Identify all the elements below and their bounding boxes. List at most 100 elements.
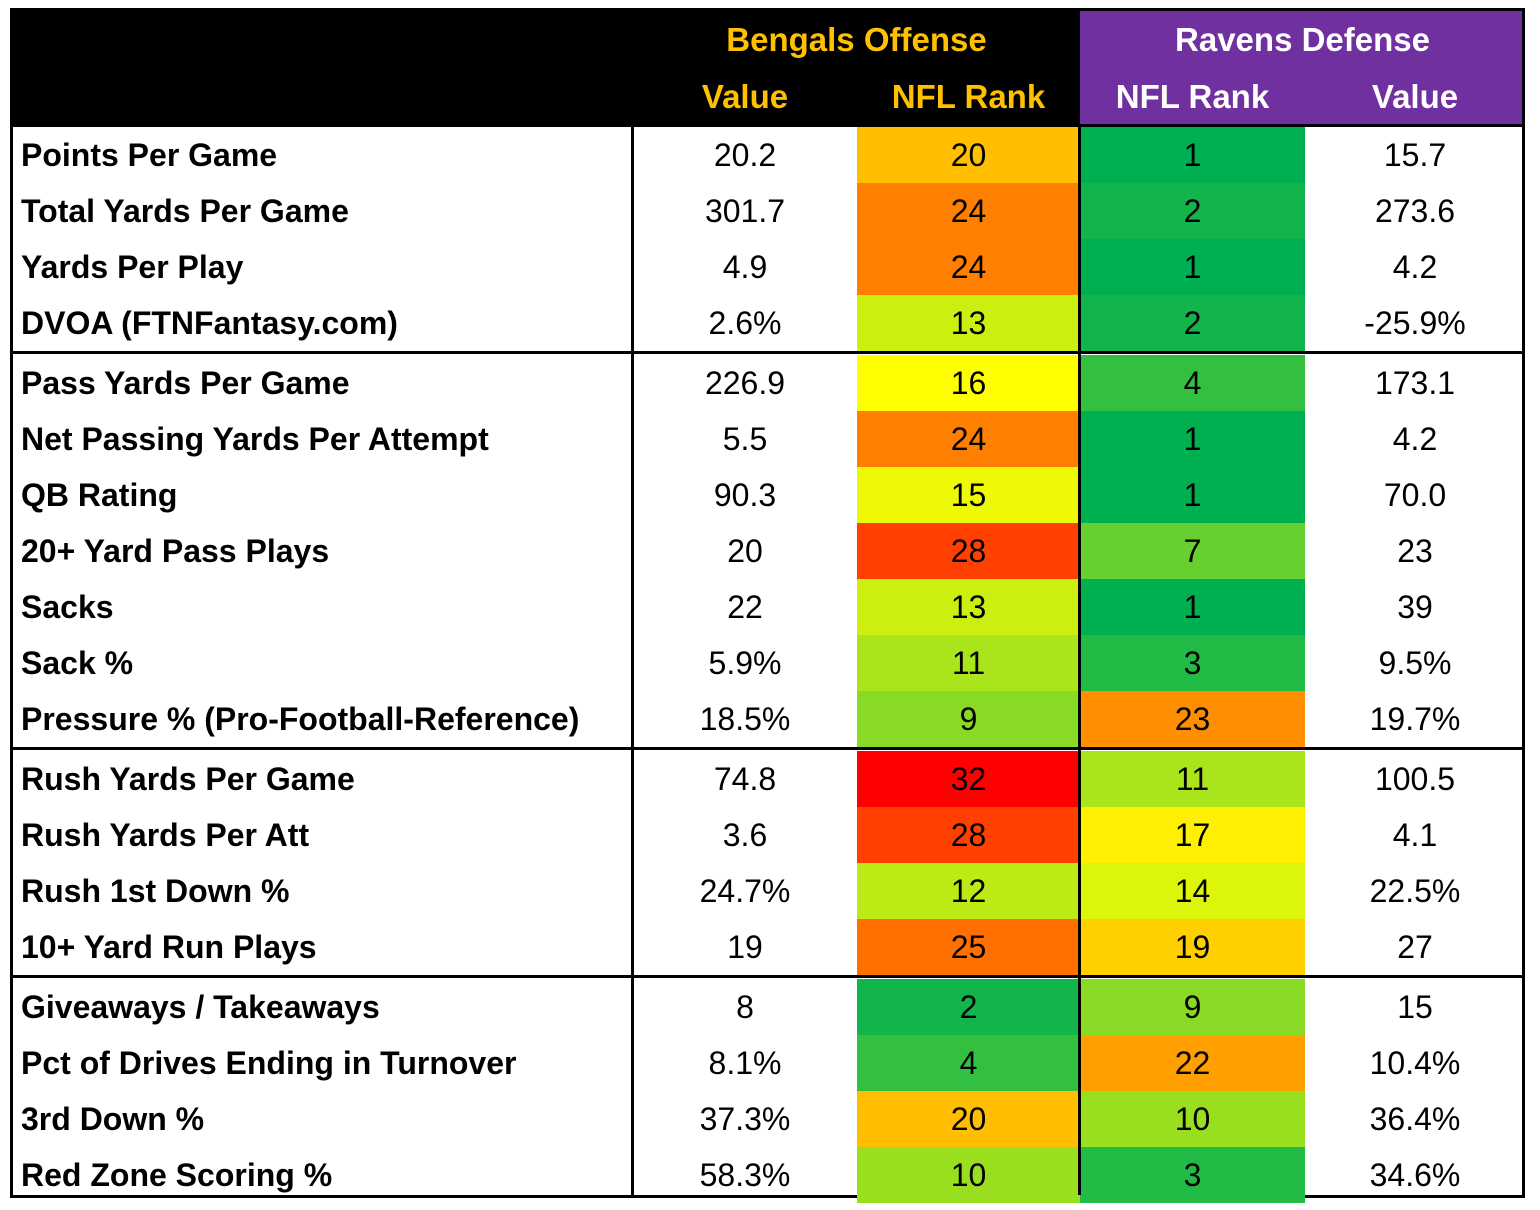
offense-value: 2.6%	[708, 304, 782, 341]
stat-label: Pass Yards Per Game	[21, 364, 350, 401]
defense-value: 173.1	[1374, 364, 1456, 401]
section-divider	[13, 747, 1522, 750]
defense-rank: 17	[1080, 807, 1305, 863]
defense-rank: 7	[1080, 523, 1305, 579]
defense-rank: 3	[1080, 1147, 1305, 1203]
offense-value: 19	[727, 928, 763, 965]
offense-value: 20.2	[713, 136, 777, 173]
offense-value: 301.7	[704, 192, 786, 229]
defense-value: 273.6	[1374, 192, 1456, 229]
offense-value: 8	[736, 988, 754, 1025]
stat-label: 10+ Yard Run Plays	[21, 928, 317, 965]
defense-rank: 22	[1080, 1035, 1305, 1091]
stat-label: DVOA (FTNFantasy.com)	[21, 304, 398, 341]
offense-rank: 13	[857, 295, 1080, 351]
offense-rank: 20	[857, 127, 1080, 183]
section-divider	[13, 975, 1522, 978]
defense-value: 27	[1397, 928, 1433, 965]
offense-value: 74.8	[713, 760, 777, 797]
offense-rank: 12	[857, 863, 1080, 919]
defense-value: 15	[1397, 988, 1433, 1025]
defense-rank: 9	[1080, 979, 1305, 1035]
stat-label: Rush Yards Per Att	[21, 816, 310, 853]
defense-rank: 23	[1080, 691, 1305, 747]
offense-value: 226.9	[704, 364, 786, 401]
defense-rank: 4	[1080, 355, 1305, 411]
stat-label: Yards Per Play	[21, 248, 244, 285]
defense-rank: 1	[1080, 467, 1305, 523]
defense-value: 4.1	[1392, 816, 1438, 853]
offense-rank: 13	[857, 579, 1080, 635]
defense-rank: 19	[1080, 919, 1305, 975]
defense-rank: 2	[1080, 295, 1305, 351]
stat-label: Points Per Game	[21, 136, 278, 173]
defense-header-background	[1080, 11, 1522, 125]
defense-value: 4.2	[1392, 248, 1438, 285]
stat-label: Total Yards Per Game	[21, 192, 349, 229]
stat-label: Rush Yards Per Game	[21, 760, 355, 797]
defense-value: 100.5	[1374, 760, 1456, 797]
offense-value: 22	[727, 588, 763, 625]
offense-value: 58.3%	[699, 1156, 791, 1193]
defense-value: 9.5%	[1378, 644, 1452, 681]
offense-rank: 16	[857, 355, 1080, 411]
stat-label: QB Rating	[21, 476, 178, 513]
offense-value: 5.9%	[708, 644, 782, 681]
stat-label: Sack %	[21, 644, 134, 681]
defense-rank: 1	[1080, 239, 1305, 295]
offense-rank-header: NFL Rank	[891, 78, 1046, 115]
offense-rank: 11	[857, 635, 1080, 691]
stat-label: Rush 1st Down %	[21, 872, 290, 909]
stat-label: 20+ Yard Pass Plays	[21, 532, 330, 569]
defense-rank: 11	[1080, 751, 1305, 807]
defense-value: -25.9%	[1364, 304, 1466, 341]
offense-rank: 4	[857, 1035, 1080, 1091]
column-divider	[631, 125, 634, 1195]
offense-value: 20	[727, 532, 763, 569]
defense-rank: 2	[1080, 183, 1305, 239]
stats-comparison-table: Bengals Offense Ravens Defense Value NFL…	[10, 8, 1525, 1203]
defense-value: 10.4%	[1369, 1044, 1461, 1081]
offense-rank: 28	[857, 807, 1080, 863]
defense-value: 15.7	[1383, 136, 1447, 173]
offense-value: 24.7%	[699, 872, 791, 909]
stat-label: Sacks	[21, 588, 114, 625]
offense-rank: 24	[857, 183, 1080, 239]
defense-value: 39	[1397, 588, 1433, 625]
defense-value: 19.7%	[1369, 700, 1461, 737]
offense-title: Bengals Offense	[726, 21, 987, 58]
section-divider	[13, 351, 1522, 354]
defense-rank: 3	[1080, 635, 1305, 691]
offense-rank: 2	[857, 979, 1080, 1035]
defense-rank: 10	[1080, 1091, 1305, 1147]
offense-value: 4.9	[722, 248, 768, 285]
offense-rank: 32	[857, 751, 1080, 807]
defense-value: 36.4%	[1369, 1100, 1461, 1137]
defense-rank-header: NFL Rank	[1115, 78, 1270, 115]
offense-value: 37.3%	[699, 1100, 791, 1137]
offense-value: 3.6	[722, 816, 768, 853]
stat-label: 3rd Down %	[21, 1100, 205, 1137]
header-divider	[13, 124, 1522, 127]
stat-label: Red Zone Scoring %	[21, 1156, 333, 1193]
offense-rank: 24	[857, 239, 1080, 295]
stat-label: Net Passing Yards Per Attempt	[21, 420, 489, 457]
offense-value: 18.5%	[699, 700, 791, 737]
defense-value-header: Value	[1371, 78, 1459, 115]
offense-value-header: Value	[701, 78, 789, 115]
offense-value: 5.5	[722, 420, 768, 457]
offense-value: 8.1%	[708, 1044, 782, 1081]
defense-value: 70.0	[1383, 476, 1447, 513]
offense-header-background	[13, 11, 1080, 125]
offense-rank: 24	[857, 411, 1080, 467]
offense-rank: 10	[857, 1147, 1080, 1203]
offense-value: 90.3	[713, 476, 777, 513]
stat-label: Pressure % (Pro-Football-Reference)	[21, 700, 580, 737]
defense-value: 34.6%	[1369, 1156, 1461, 1193]
offense-rank: 20	[857, 1091, 1080, 1147]
stat-label: Pct of Drives Ending in Turnover	[21, 1044, 517, 1081]
defense-value: 22.5%	[1369, 872, 1461, 909]
defense-rank: 14	[1080, 863, 1305, 919]
offense-rank: 15	[857, 467, 1080, 523]
offense-rank: 25	[857, 919, 1080, 975]
